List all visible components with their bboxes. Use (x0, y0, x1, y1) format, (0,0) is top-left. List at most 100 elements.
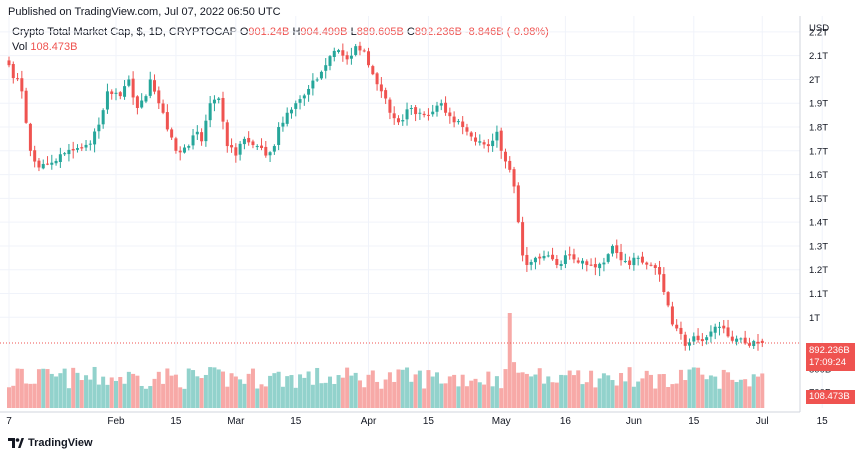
volume-bar (54, 376, 59, 408)
candle-body (319, 71, 323, 79)
candle-body (328, 56, 332, 66)
y-tick-label: 1T (809, 313, 820, 324)
candle-body (747, 343, 751, 346)
x-tick-label: 15 (423, 416, 435, 427)
legend-vol-value: 108.473B (30, 41, 78, 53)
volume-bar (340, 377, 345, 408)
candle-body (512, 169, 516, 187)
volume-bar (537, 368, 542, 408)
candle-body (200, 132, 204, 142)
candle-body (525, 254, 529, 265)
candle-body (16, 78, 20, 80)
candle-body (157, 90, 161, 104)
candle-body (97, 124, 101, 132)
candle-body (123, 86, 127, 97)
volume-bar (289, 375, 294, 408)
candle-body (649, 264, 653, 266)
candle-body (67, 149, 71, 155)
x-tick-label: Feb (107, 416, 125, 427)
volume-bar (533, 374, 538, 408)
candle-body (208, 103, 212, 121)
volume-bar (529, 376, 534, 408)
candle-body (11, 64, 15, 79)
candle-body (542, 255, 546, 259)
y-tick-label: 1.7T (809, 146, 828, 157)
volume-bar (152, 378, 157, 408)
candle-body (636, 257, 640, 259)
candle-body (281, 122, 285, 127)
x-tick-label: 15 (170, 416, 182, 427)
volume-bar (101, 376, 106, 408)
volume-bar (15, 368, 20, 408)
candle-body (255, 146, 259, 148)
volume-bar (379, 388, 384, 408)
candle-body (234, 147, 238, 156)
volume-bar (413, 374, 418, 408)
candle-body (337, 50, 341, 52)
x-tick-label: 15 (688, 416, 700, 427)
candle-body (628, 260, 632, 265)
candle-body (735, 338, 739, 342)
candle-body (414, 107, 418, 115)
volume-bar (563, 375, 568, 408)
candle-body (375, 73, 379, 85)
candle-body (127, 79, 131, 86)
volume-bar (36, 369, 41, 408)
candle-body (572, 254, 576, 260)
volume-bar (88, 379, 93, 408)
volume-bar (255, 388, 260, 408)
y-tick-label: 2.2T (809, 27, 828, 38)
volume-bar (62, 368, 67, 408)
volume-bar (743, 379, 748, 408)
candle-body (242, 138, 246, 145)
volume-bar (225, 386, 230, 408)
y-tick-label: 1.6T (809, 170, 828, 181)
volume-bar (293, 387, 298, 408)
volume-bar (435, 372, 439, 408)
candle-body (555, 258, 559, 265)
volume-bar (49, 373, 54, 408)
volume-bar (302, 377, 307, 408)
volume-bar (357, 380, 362, 408)
candle-body (752, 341, 756, 347)
volume-bar (345, 367, 350, 408)
volume-bar (186, 368, 191, 408)
volume-bar (191, 370, 196, 408)
candle-body (37, 160, 41, 168)
volume-bar (323, 382, 328, 408)
candle-body (585, 261, 589, 265)
candle-body (563, 255, 567, 265)
volume-bar (516, 372, 521, 408)
x-tick-label: Jun (626, 416, 642, 427)
volume-bar (79, 380, 84, 408)
last-volume-tag: 108.473B (806, 390, 855, 404)
candle-body (619, 252, 623, 261)
volume-bar (717, 388, 722, 408)
volume-bar (396, 369, 401, 408)
candle-body (315, 79, 319, 81)
candle-body (495, 131, 499, 141)
volume-bar (636, 381, 641, 408)
candle-body (709, 331, 713, 337)
tradingview-logo[interactable]: TradingView (8, 437, 93, 449)
volume-bar (41, 368, 46, 408)
volume-bar (554, 382, 559, 408)
volume-bar (464, 386, 469, 408)
volume-bar (696, 367, 701, 408)
volume-bar (105, 384, 110, 408)
volume-bar (173, 374, 178, 408)
candle-body (692, 336, 696, 342)
volume-bar (730, 379, 735, 408)
volume-bar (203, 374, 208, 408)
candle-body (131, 78, 135, 98)
volume-bar (250, 368, 255, 408)
volume-bar (460, 374, 465, 408)
volume-bar (400, 369, 405, 408)
volume-bar (143, 388, 148, 408)
candle-body (93, 131, 97, 145)
candle-body (546, 255, 550, 257)
candle-body (285, 112, 289, 124)
volume-bar (606, 375, 611, 408)
volume-bar (678, 369, 683, 408)
